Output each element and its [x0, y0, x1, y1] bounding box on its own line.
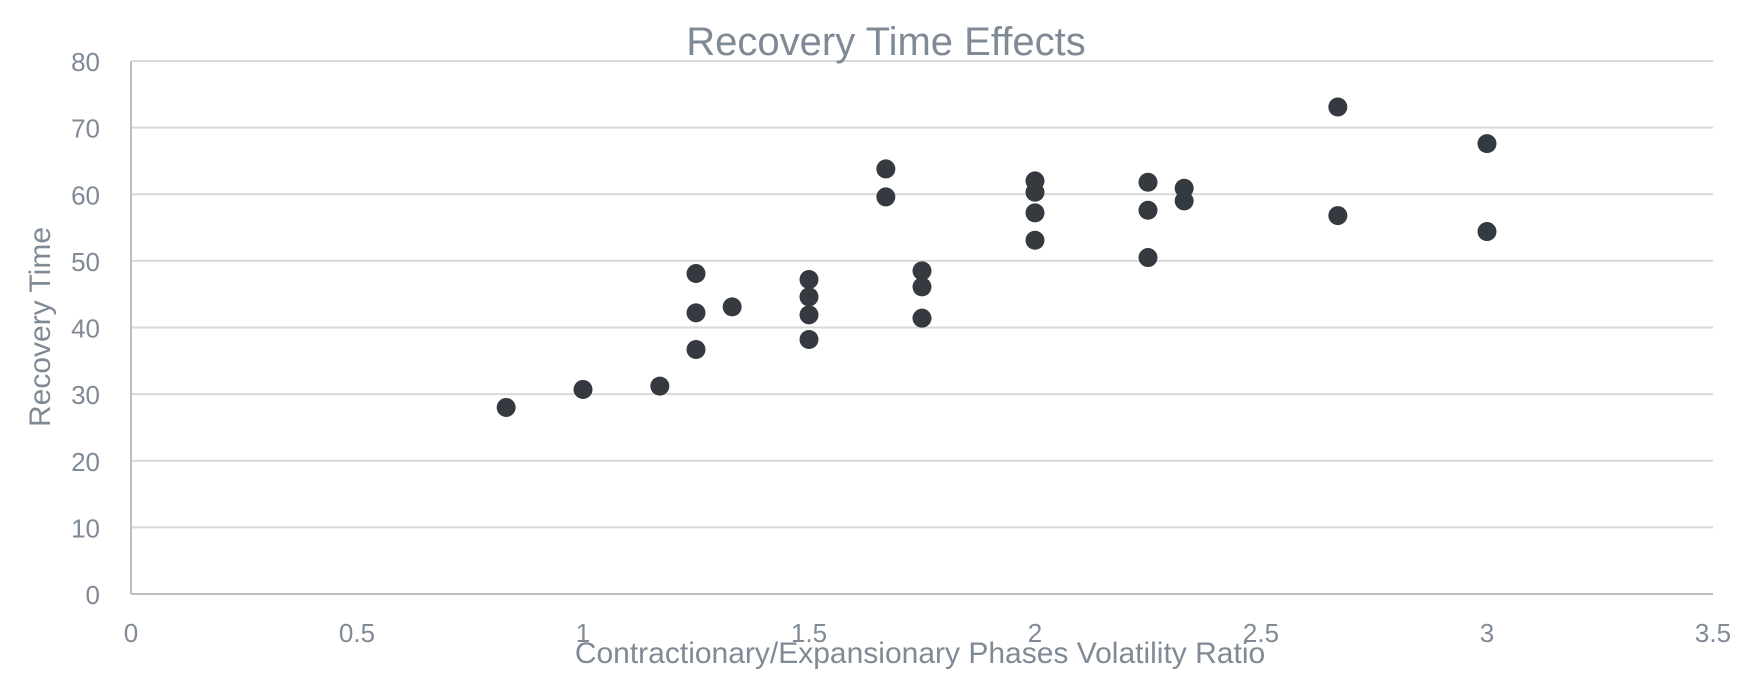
data-point	[722, 297, 742, 317]
x-tick-label: 1.5	[791, 618, 827, 648]
data-points	[496, 97, 1497, 417]
x-tick-label: 0	[124, 618, 138, 648]
data-point	[876, 187, 896, 207]
data-point	[686, 264, 706, 284]
data-point	[1138, 172, 1158, 192]
x-tick-label: 3.5	[1695, 618, 1731, 648]
x-tick-label: 0.5	[339, 618, 375, 648]
y-tick-label: 50	[71, 247, 100, 277]
y-tick-label: 0	[86, 580, 100, 610]
y-tick-label: 20	[71, 447, 100, 477]
data-point	[912, 261, 932, 281]
data-point	[1174, 178, 1194, 198]
y-tick-label: 10	[71, 513, 100, 543]
data-point	[686, 339, 706, 359]
x-tick-label: 1	[576, 618, 590, 648]
data-point	[876, 159, 896, 179]
data-point	[1138, 248, 1158, 268]
chart-title: Recovery Time Effects	[686, 20, 1085, 64]
tick-labels: 0 10 20 30 40 50 60 70 80 0 0.5 1 1.5 2 2.5 3 3.5	[71, 47, 1731, 648]
data-point	[686, 303, 706, 323]
y-tick-label: 30	[71, 380, 100, 410]
data-point	[1025, 203, 1045, 223]
data-point	[912, 277, 932, 297]
data-point	[496, 397, 516, 417]
gridlines	[131, 60, 1713, 529]
y-tick-label: 70	[71, 114, 100, 144]
axes	[130, 61, 1713, 595]
data-point	[650, 376, 670, 396]
data-point	[1328, 206, 1348, 226]
x-tick-label: 2.5	[1243, 618, 1279, 648]
x-tick-label: 2	[1028, 618, 1042, 648]
data-point	[799, 305, 819, 325]
data-point	[1138, 200, 1158, 220]
x-axis-label: Contractionary/Expansionary Phases Volat…	[575, 637, 1265, 670]
x-tick-label: 3	[1480, 618, 1494, 648]
data-point	[799, 287, 819, 307]
data-point	[912, 308, 932, 328]
y-tick-label: 80	[71, 47, 100, 77]
data-point	[573, 379, 593, 399]
data-point	[1025, 230, 1045, 250]
data-point	[1328, 97, 1348, 117]
data-point	[1025, 171, 1045, 191]
y-tick-label: 60	[71, 180, 100, 210]
data-point	[799, 270, 819, 290]
data-point	[1477, 222, 1497, 242]
y-tick-label: 40	[71, 314, 100, 344]
data-point	[1477, 134, 1497, 154]
y-axis-label: Recovery Time	[24, 227, 57, 427]
data-point	[799, 329, 819, 349]
